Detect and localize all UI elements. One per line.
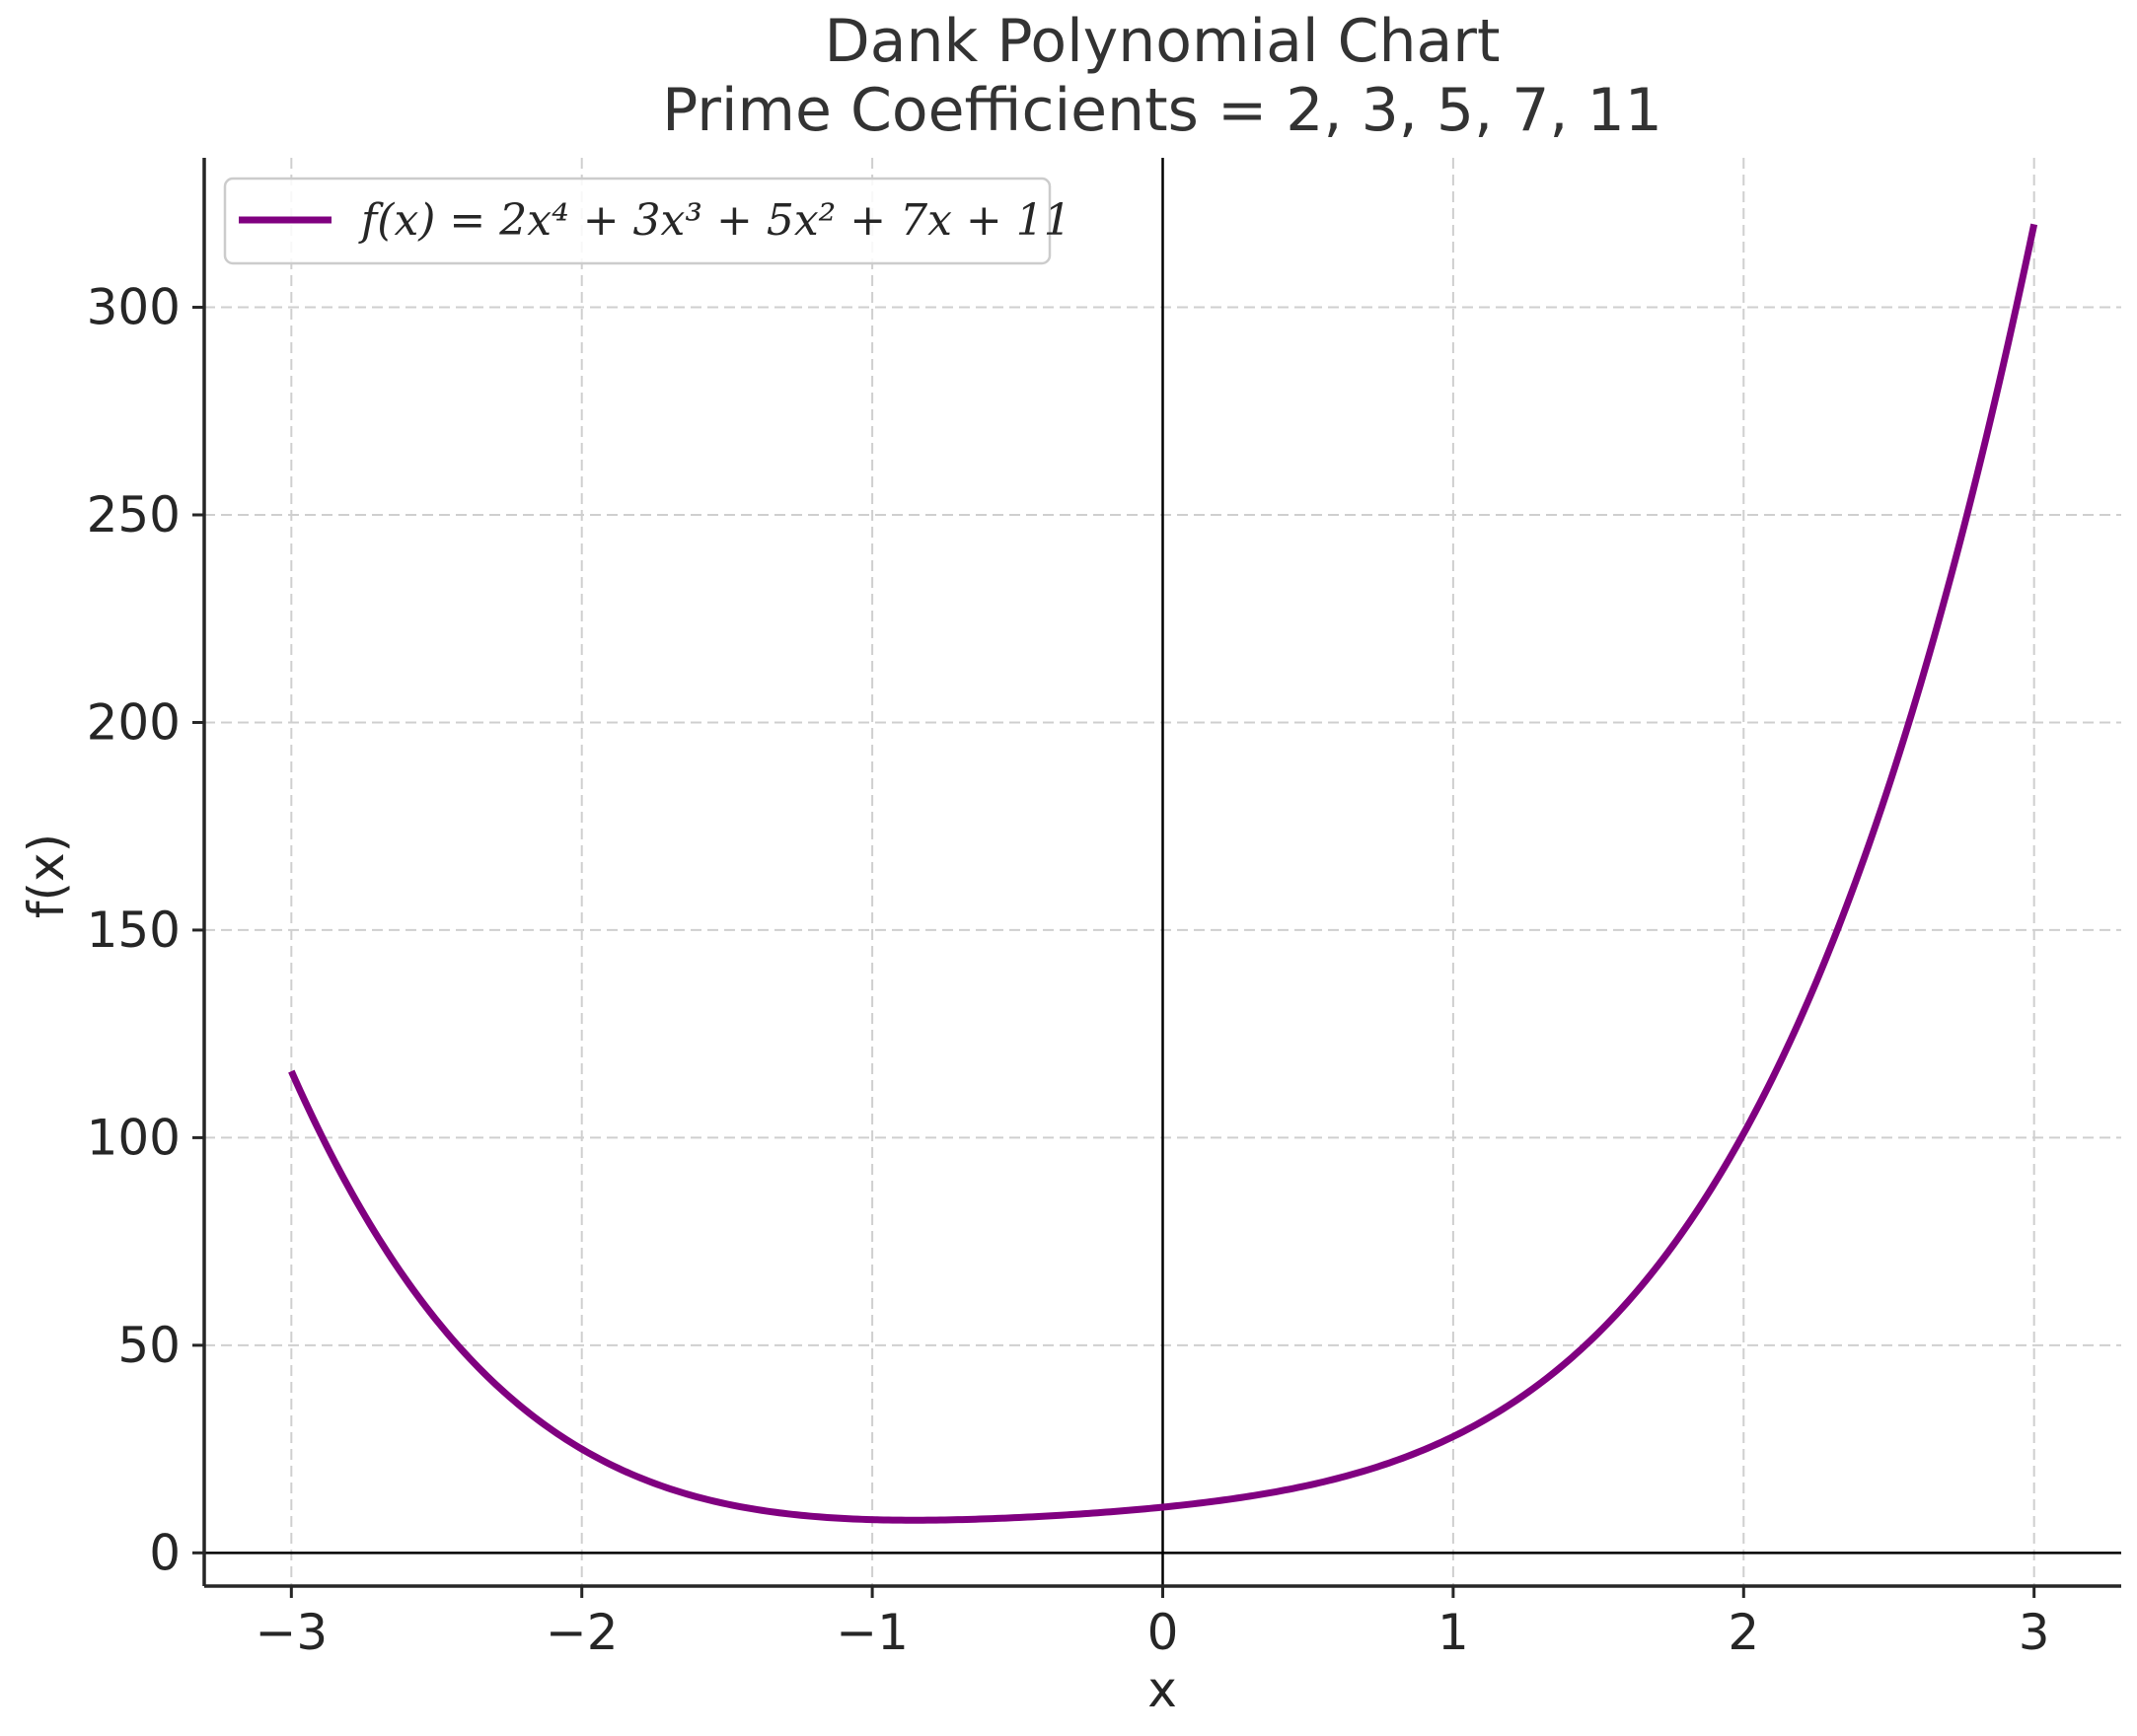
y-tick-label-4: 200 [87,693,181,751]
y-tick-label-3: 150 [87,902,181,959]
x-tick-label-1: −2 [546,1604,619,1661]
series-line-polynomial [288,223,2038,1524]
y-tick-label-6: 300 [87,279,181,336]
x-tick-label-2: −1 [836,1604,909,1661]
legend-box [223,177,1052,265]
series-layer [288,223,2038,1524]
ticks: −3 −2 −1 0 1 2 3 0 50 100 150 200 250 300 [87,279,2050,1661]
x-tick-label-4: 1 [1437,1604,1469,1661]
x-tick-label-0: −3 [255,1604,328,1661]
legend-label: f(x) = 2x⁴ + 3x³ + 5x² + 7x + 11 [358,195,1071,246]
x-tick-label-3: 0 [1147,1604,1179,1661]
x-tick-label-6: 3 [2019,1604,2050,1661]
y-tick-label-1: 50 [117,1317,181,1374]
x-tick-label-5: 2 [1728,1604,1759,1661]
reference-lines [204,158,2121,1586]
y-tick-label-0: 0 [149,1524,181,1581]
y-axis-label: f(x) [18,833,75,918]
chart-subtitle: Prime Coefficients = 2, 3, 5, 7, 11 [662,76,1662,145]
y-tick-label-2: 100 [87,1109,181,1166]
chart-title: Dank Polynomial Chart [825,7,1501,76]
y-tick-label-5: 250 [87,486,181,543]
legend: f(x) = 2x⁴ + 3x³ + 5x² + 7x + 11 [223,177,1071,265]
x-axis-label: x [1147,1661,1177,1718]
